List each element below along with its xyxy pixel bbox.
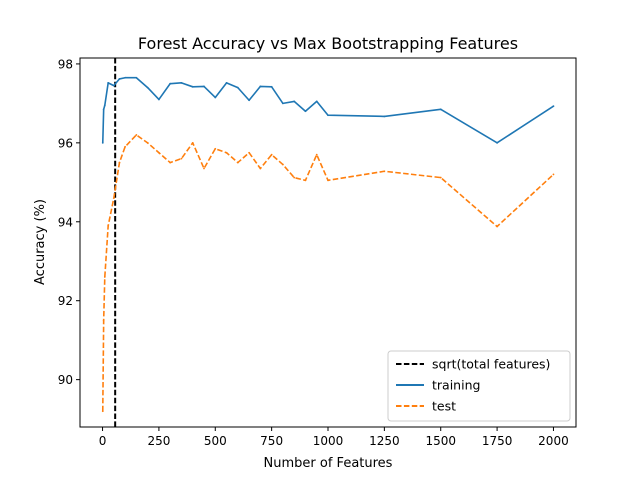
legend-label-test: test [432,399,456,414]
data-point-test [107,224,110,227]
series-line-test [101,134,554,412]
data-point-training [293,100,296,103]
legend-label-sqrt-features: sqrt(total features) [432,357,550,372]
data-point-training [552,105,555,108]
data-point-training [304,110,307,113]
data-point-test [169,161,172,164]
x-tick-label: 1750 [482,434,513,448]
data-point-test [135,134,138,136]
data-point-training [191,85,194,88]
data-point-training [169,82,172,85]
data-point-test [552,173,555,176]
data-point-test [158,151,160,154]
data-point-training [282,102,284,105]
x-tick-label: 2000 [538,434,569,448]
data-point-test [315,153,318,156]
data-point-training [496,141,498,144]
y-tick-label: 90 [58,373,73,387]
data-point-training [383,115,386,118]
data-point-test [191,141,194,144]
y-tick-label: 94 [58,215,73,229]
data-point-test [203,167,205,170]
data-point-test [101,410,104,413]
data-point-test [383,170,386,173]
data-point-training [107,81,110,84]
y-tick-label: 98 [58,57,73,71]
data-point-test [102,319,105,322]
data-point-training [225,81,228,84]
x-tick-label: 750 [260,434,283,448]
data-point-training [118,78,121,80]
data-point-test [439,176,442,179]
data-point-training [315,100,318,103]
data-point-test [282,163,284,166]
data-point-training [102,108,105,111]
x-axis-label: Number of Features [264,456,393,471]
data-point-training [158,98,160,101]
data-point-training [101,141,104,144]
data-point-training [112,84,115,87]
data-point-test [124,145,126,148]
chart-title: Forest Accuracy vs Max Bootstrapping Fea… [138,34,518,53]
data-point-training [439,108,442,111]
data-point-test [248,151,250,154]
data-point-training [259,85,262,88]
data-point-training [248,99,250,102]
data-point-training [124,76,126,79]
data-point-test [214,147,217,150]
data-point-test [327,179,329,182]
y-tick-label: 92 [58,294,73,308]
data-point-training [327,114,329,117]
data-point-test [496,225,498,228]
data-point-test [236,161,239,164]
x-tick-label: 1000 [313,434,344,448]
data-point-test [180,157,183,160]
data-point-training [180,81,183,84]
x-tick-label: 250 [147,434,170,448]
data-point-test [304,179,307,182]
data-point-training [203,85,205,88]
data-point-test [225,151,228,154]
data-point-training [103,104,106,107]
data-point-test [293,176,296,179]
data-point-test [118,161,121,164]
y-axis-ticks: 90 92 94 96 98 [58,57,80,387]
x-tick-label: 1500 [425,434,456,448]
legend-box [387,350,571,422]
legend: sqrt(total features) training test [387,350,571,422]
x-tick-label: 500 [204,434,227,448]
x-tick-label: 1250 [369,434,400,448]
x-axis-ticks: 0 250 500 750 1000 1250 1500 1750 2000 [99,427,569,448]
series-layer [101,76,555,413]
x-tick-label: 0 [99,434,107,448]
y-axis-label: Accuracy (%) [33,199,48,285]
data-point-training [236,86,239,89]
y-tick-label: 96 [58,136,73,150]
data-point-training [214,96,217,99]
data-point-training [270,85,273,88]
data-point-test [146,141,149,144]
data-point-test [112,197,115,200]
data-point-training [135,76,138,79]
legend-label-training: training [432,378,480,393]
data-point-test [103,276,106,278]
data-point-training [146,86,149,89]
data-point-test [259,167,262,170]
data-point-test [270,153,273,156]
